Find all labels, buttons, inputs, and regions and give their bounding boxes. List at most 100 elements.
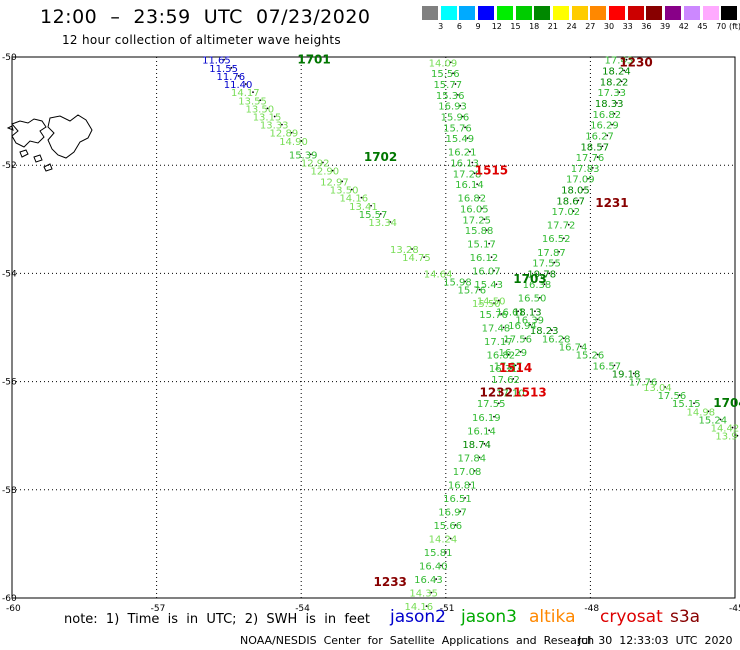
wave-height-value: 17.43 [605, 56, 634, 67]
wave-height-value: 16.38 [523, 280, 552, 291]
scale-swatch [496, 6, 513, 20]
wave-height-value: 16.28 [542, 334, 571, 345]
wave-height-value: 17.25 [462, 215, 491, 226]
wave-height-value: 17.28 [453, 169, 482, 180]
scale-label: 36 [641, 22, 652, 31]
scale-label: 6 [456, 22, 462, 31]
obs-point [230, 66, 233, 69]
obs-point [411, 248, 413, 250]
lon-tick-label: -60 [6, 604, 21, 614]
wave-height-value: 12.90 [311, 167, 340, 178]
wave-height-value: 15.56 [431, 69, 460, 80]
obs-point [517, 310, 519, 313]
obs-point [500, 313, 503, 315]
scale-label: 15 [510, 22, 521, 31]
falkland-islands-coastline [6, 114, 93, 172]
lat-tick-label: -54 [2, 269, 17, 279]
scale-swatch [683, 6, 700, 20]
wave-height-value: 18.22 [600, 77, 629, 88]
obs-point [454, 524, 457, 526]
wave-height-value: 15.88 [465, 226, 494, 237]
wave-height-value: 14.42 [711, 424, 740, 435]
wave-height-value: 17.56 [658, 391, 687, 402]
track-id-label: 1703 [513, 272, 546, 286]
obs-point [618, 91, 621, 94]
scale-label: 3 [438, 22, 444, 31]
wave-height-value: 11.55 [209, 64, 238, 75]
scale-swatch [590, 6, 607, 20]
obs-point [478, 456, 481, 459]
wave-height-value: 17.56 [503, 334, 532, 345]
obs-point [459, 510, 462, 513]
obs-point [509, 367, 512, 369]
wave-height-value: 16.81 [448, 480, 477, 491]
wave-height-value: 16.29 [590, 121, 619, 132]
scale-swatch [609, 6, 625, 20]
wave-height-value: 16.82 [486, 351, 515, 362]
obs-point [423, 256, 426, 259]
wave-height-value: 13.50 [330, 186, 359, 197]
scale-label: 39 [660, 22, 671, 31]
wave-height-value: 17.55 [532, 259, 561, 270]
obs-point [632, 372, 635, 375]
obs-point [309, 153, 312, 156]
scale-label: 12 [491, 22, 502, 31]
wave-height-value: 18.05 [561, 186, 590, 197]
obs-point [613, 112, 616, 115]
wave-height-value: 16.52 [542, 234, 571, 245]
obs-point [620, 80, 623, 83]
scale-label: 9 [475, 22, 481, 31]
wave-height-value: 18.13 [513, 307, 542, 318]
obs-point [613, 364, 616, 367]
obs-point [582, 188, 585, 191]
wave-height-value: 13.9 [715, 432, 737, 443]
wave-height-value: 13.41 [349, 202, 378, 213]
lat-tick-label: -60 [2, 594, 17, 604]
obs-point [572, 210, 575, 213]
lat-tick-label: -58 [2, 486, 17, 496]
wave-height-value: 15.36 [436, 91, 465, 102]
wave-height-value: 15.49 [445, 134, 474, 145]
obs-point [389, 221, 392, 223]
wave-height-value: 14.98 [686, 407, 715, 418]
wave-height-value: 16.50 [518, 294, 547, 305]
scale-swatch [422, 6, 438, 20]
obs-point [449, 61, 452, 64]
wave-height-value: 15.24 [699, 415, 728, 426]
lon-tick-label: -54 [295, 604, 310, 614]
wave-height-value: 18.57 [580, 142, 609, 153]
obs-point [591, 167, 594, 169]
wave-height-value: 15.76 [479, 310, 508, 321]
wave-height-value: 15.15 [672, 399, 701, 410]
legend-jason3: jason3 [461, 607, 517, 627]
legend-s3a: s3a [670, 607, 701, 627]
scale-label: 42 [678, 22, 689, 31]
wave-height-value: 16.97 [438, 507, 467, 518]
obs-point [466, 137, 469, 140]
track-id-label: 1515 [475, 164, 508, 178]
track-id-label: 1513 [513, 385, 546, 399]
obs-point [562, 337, 565, 340]
obs-point [623, 69, 626, 72]
wave-height-value: 18.74 [462, 440, 491, 451]
obs-point [514, 364, 517, 367]
scale-swatch [534, 6, 551, 20]
wave-height-value: 17.62 [491, 375, 520, 386]
falkland-west-island [11, 118, 47, 148]
obs-point [519, 350, 522, 353]
track-id-label: 1233 [374, 575, 407, 589]
obs-point [425, 605, 428, 608]
obs-point [281, 123, 283, 126]
wave-height-value: 18.67 [556, 196, 585, 207]
obs-point [534, 310, 536, 313]
obs-point [558, 250, 560, 253]
scale-label: 30 [603, 22, 615, 31]
obs-point [601, 145, 604, 148]
wave-height-value: 16.14 [455, 180, 484, 191]
scale-swatch [665, 6, 682, 20]
obs-point [587, 177, 589, 180]
wave-height-value: 15.26 [576, 351, 605, 362]
wave-height-value: 16.29 [499, 348, 528, 359]
scale-swatch [552, 6, 569, 20]
obs-point [444, 551, 447, 553]
